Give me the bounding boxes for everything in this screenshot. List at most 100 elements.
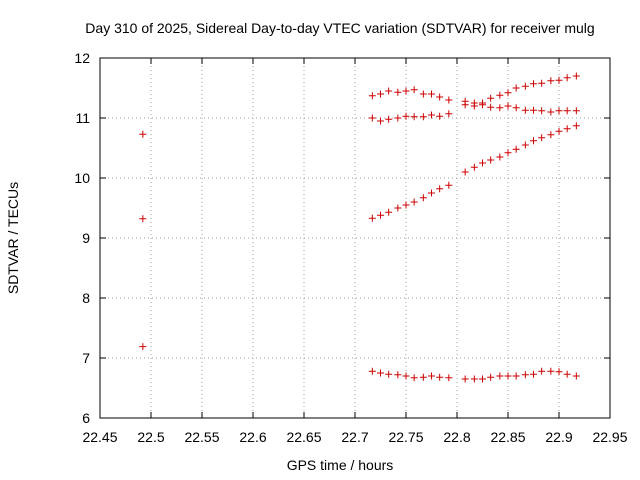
y-tick-labels: 6 7 8 9 10 11 12 (74, 50, 90, 426)
data-point (470, 163, 478, 171)
data-point (470, 102, 478, 110)
data-point (139, 130, 147, 138)
data-point (445, 110, 453, 118)
data-point (572, 107, 580, 115)
data-point (402, 87, 410, 95)
x-tick-label: 22.55 (184, 429, 219, 445)
data-point (572, 72, 580, 80)
y-tick-label: 12 (74, 50, 90, 66)
data-point (394, 204, 402, 212)
series-sat-f (368, 122, 580, 222)
data-point (445, 96, 453, 104)
data-point (530, 370, 537, 378)
data-point (139, 343, 147, 351)
data-point (394, 114, 402, 122)
data-point (419, 113, 427, 121)
data-point (512, 104, 520, 112)
data-point (402, 201, 410, 209)
data-point (377, 211, 384, 219)
data-point (428, 90, 435, 98)
y-tick-label: 7 (82, 350, 90, 366)
data-point (487, 373, 495, 381)
data-point (504, 102, 512, 110)
x-tick-label: 22.6 (239, 429, 266, 445)
data-point (445, 374, 453, 382)
data-point (419, 194, 427, 202)
data-point (479, 159, 486, 167)
data-point (504, 372, 512, 380)
data-point (368, 114, 376, 122)
data-point (461, 101, 469, 109)
data-point (410, 86, 418, 94)
data-point (479, 375, 486, 383)
data-point (461, 168, 469, 176)
data-point (563, 74, 571, 82)
data-point (563, 107, 571, 115)
data-point (521, 106, 529, 114)
data-point (410, 374, 418, 382)
data-point (555, 127, 563, 135)
series-sat-b (139, 215, 147, 223)
data-point (521, 371, 529, 379)
data-point (563, 370, 571, 378)
x-tick-label: 22.75 (388, 429, 423, 445)
data-point (436, 93, 444, 101)
chart-title: Day 310 of 2025, Sidereal Day-to-day VTE… (85, 20, 594, 36)
data-point (410, 198, 418, 206)
data-point (385, 115, 393, 123)
data-point (530, 106, 537, 114)
data-point (512, 84, 520, 92)
data-point (385, 208, 393, 216)
data-point (428, 111, 435, 119)
data-point (547, 367, 555, 375)
data-point (419, 373, 427, 381)
series-sat-c (139, 343, 147, 351)
data-point (402, 372, 410, 380)
data-point (410, 113, 418, 121)
data-point (563, 125, 571, 133)
data-point (512, 145, 520, 153)
data-point (555, 368, 563, 376)
x-axis-label: GPS time / hours (287, 457, 394, 473)
data-point (394, 371, 402, 379)
y-axis-label: SDTVAR / TECUs (5, 182, 21, 294)
data-point (572, 372, 580, 380)
y-tick-label: 6 (82, 410, 90, 426)
data-point (470, 375, 478, 383)
data-point (436, 185, 444, 193)
series-sat-e (368, 101, 580, 125)
y-tick-label: 9 (82, 230, 90, 246)
y-tick-label: 11 (75, 110, 90, 126)
data-point (461, 375, 469, 383)
data-point (377, 117, 384, 125)
data-point (436, 373, 444, 381)
data-point (496, 153, 504, 161)
series-sat-d (368, 72, 580, 107)
x-tick-label: 22.65 (286, 429, 321, 445)
data-point (436, 112, 444, 120)
data-point (547, 131, 555, 139)
data-point (538, 367, 546, 375)
x-tick-labels: 22.45 22.5 22.55 22.6 22.65 22.7 22.75 22.8 22.8… (82, 429, 627, 445)
x-tick-label: 22.5 (137, 429, 164, 445)
data-point (521, 82, 529, 90)
data-point (487, 94, 495, 102)
data-point (530, 80, 537, 88)
y-tick-label: 8 (82, 290, 90, 306)
x-tick-label: 22.45 (82, 429, 117, 445)
data-point (385, 87, 393, 95)
data-point (394, 88, 402, 96)
data-point (428, 372, 435, 380)
data-point (538, 134, 546, 142)
data-point (487, 103, 495, 111)
plot-frame (99, 57, 611, 419)
x-tick-label: 22.8 (443, 429, 470, 445)
data-point (521, 141, 529, 149)
data-point (402, 112, 410, 120)
data-point (504, 89, 512, 97)
data-point (377, 369, 384, 377)
x-tick-label: 22.7 (341, 429, 368, 445)
data-point (530, 137, 537, 145)
data-point (445, 181, 453, 189)
data-points (139, 72, 580, 383)
